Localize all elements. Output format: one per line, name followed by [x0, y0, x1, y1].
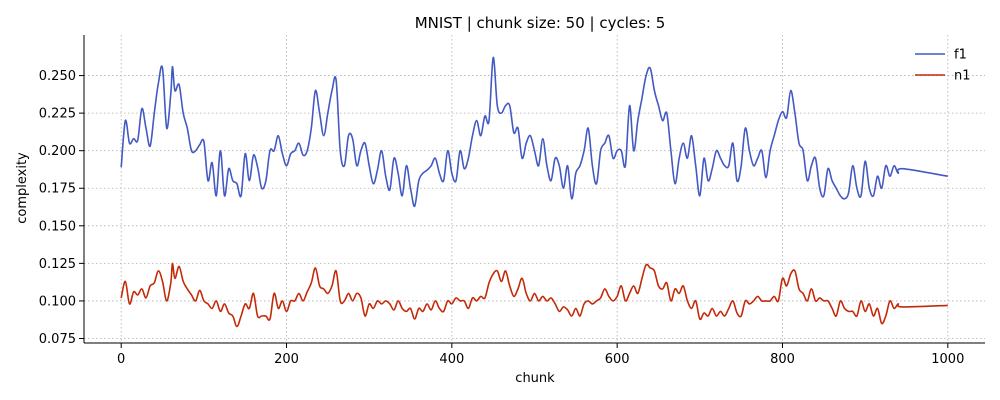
- legend-label-f1: f1: [954, 48, 967, 63]
- x-tick-label: 800: [770, 352, 795, 367]
- x-tick-label: 1000: [931, 352, 964, 367]
- series-line-f1: [120, 56, 948, 208]
- legend-label-n1: n1: [954, 69, 971, 84]
- x-tick-label: 0: [117, 352, 125, 367]
- y-tick-label: 0.250: [39, 69, 76, 84]
- y-tick-label: 0.200: [39, 144, 76, 159]
- y-tick-label: 0.075: [39, 332, 76, 347]
- y-tick-label: 0.125: [39, 257, 76, 272]
- x-tick-label: 600: [605, 352, 630, 367]
- axes: 0 200 400 600 800 1000 0.075 0.100 0.125 0.150 0.1…: [39, 35, 985, 367]
- y-tick-label: 0.225: [39, 107, 76, 122]
- x-axis-label: chunk: [515, 371, 555, 386]
- x-tick-label: 200: [274, 352, 299, 367]
- y-tick-label: 0.150: [39, 219, 76, 234]
- chart-title: MNIST | chunk size: 50 | cycles: 5: [415, 14, 666, 32]
- y-tick-label: 0.175: [39, 182, 76, 197]
- series-layer: [120, 56, 948, 328]
- series-line-n1: [120, 262, 948, 328]
- x-tick-label: 400: [439, 352, 464, 367]
- y-tick-label: 0.100: [39, 294, 76, 309]
- y-axis-label: complexity: [15, 152, 30, 224]
- grid: [84, 35, 985, 343]
